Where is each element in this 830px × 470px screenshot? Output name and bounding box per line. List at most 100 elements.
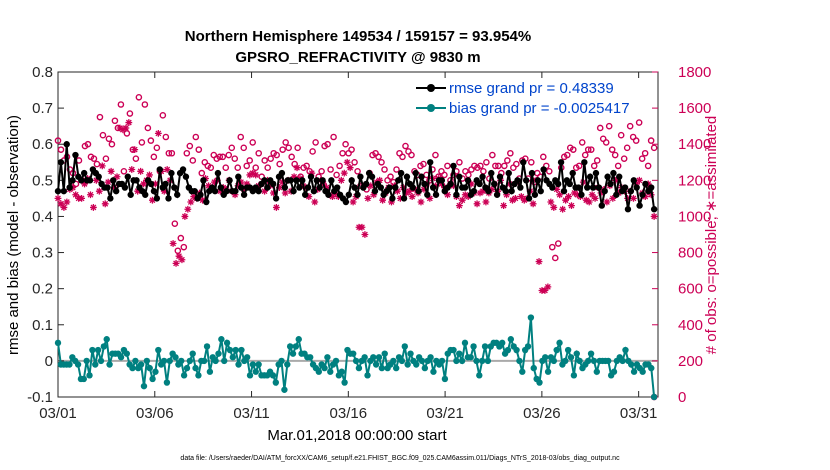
series-rmse [54,141,658,213]
assimilated-obs-point [467,180,475,188]
bias-point [556,339,563,347]
assimilated-obs-point [420,185,428,193]
bias-point [378,364,386,372]
right-y-tick-label: 0 [678,389,686,406]
rmse-point [427,159,434,166]
bias-point [407,350,414,357]
possible-obs-point [483,158,490,166]
possible-obs-point [551,254,559,262]
assimilated-obs-star [95,187,103,195]
assimilated-obs-star [591,194,599,202]
assimilated-obs-star [252,171,260,179]
possible-obs-point [507,149,514,157]
assimilated-obs-point [635,176,643,184]
possible-obs-point [153,144,161,152]
assimilated-obs-point [408,193,416,200]
possible-obs-point [504,157,511,164]
bias-point [481,343,489,350]
bias-point [66,361,73,368]
rmse-point [604,173,611,180]
assimilated-obs-point [500,202,508,210]
rmse-point [226,177,233,184]
bias-point [648,364,655,372]
rmse-point [432,191,440,198]
rmse-point [464,177,472,184]
possible-obs-point [444,162,451,170]
assimilated-obs-point [63,198,71,206]
bias-point [610,368,618,375]
assimilated-obs-star [464,193,472,200]
rmse-point [371,187,379,195]
bias-point [149,375,156,383]
assimilated-obs-point [211,178,218,186]
assimilated-obs-point [275,184,283,191]
assimilated-obs-point [149,196,156,204]
assimilated-obs-star [293,164,301,172]
possible-obs-point [650,144,658,152]
rmse-point [174,191,181,198]
rmse-point [520,159,527,166]
assimilated-obs-star [178,256,186,264]
bias-point [186,357,194,365]
rmse-point [179,166,187,173]
rmse-point [627,187,635,195]
bias-point [562,357,569,365]
left-y-tick-label: 0.1 [32,317,53,334]
assimilated-obs-star [420,185,428,193]
rmse-point [301,191,309,198]
rmse-point [461,184,469,191]
bias-point [628,361,635,368]
bias-point [567,354,575,361]
assimilated-obs-star [503,191,510,199]
possible-obs-point [587,146,595,153]
possible-obs-point [477,162,484,170]
bias-point [519,368,526,375]
assimilated-obs-point [417,198,425,206]
possible-obs-point [180,243,188,251]
rmse-point [418,173,425,180]
possible-obs-point [144,124,152,132]
rmse-point [636,202,643,209]
assimilated-obs-star [199,196,207,204]
assimilated-obs-point [119,126,127,134]
bias-point [103,336,110,343]
bias-point [246,372,254,379]
rmse-point [575,184,582,191]
assimilated-obs-star [438,180,446,188]
assimilated-obs-point [98,162,106,170]
rmse-point [493,191,501,198]
bias-point [398,357,406,365]
rmse-point [592,169,600,177]
possible-obs-point [240,144,248,152]
right-y-tick-label: 400 [678,317,703,334]
bias-point [255,361,262,368]
bias-point [590,357,598,365]
bias-point [86,372,93,379]
bias-point [527,314,535,321]
rmse-point [287,177,294,184]
possible-obs-point [84,140,92,148]
rmse-point [639,191,646,198]
bias-point [295,336,302,343]
assimilated-obs-point [128,166,136,173]
rmse-point [281,184,289,191]
possible-obs-point [96,113,104,121]
assimilated-obs-star [149,196,156,204]
assimilated-obs-star [574,191,581,199]
possible-obs-point [354,168,361,175]
assimilated-obs-point [178,256,186,264]
assimilated-obs-point [270,189,277,197]
bias-point [364,372,371,379]
rmse-point [613,191,620,198]
assimilated-obs-star [175,252,183,260]
assimilated-obs-point [252,171,260,179]
assimilated-obs-star [187,198,195,206]
bias-point [484,357,492,365]
assimilated-obs-star [337,176,345,184]
bias-point [92,361,99,368]
assimilated-obs-star [641,193,649,200]
assimilated-obs-star [78,194,86,202]
bias-point [315,368,323,375]
assimilated-obs-star [154,129,162,137]
assimilated-obs-point [444,191,451,199]
